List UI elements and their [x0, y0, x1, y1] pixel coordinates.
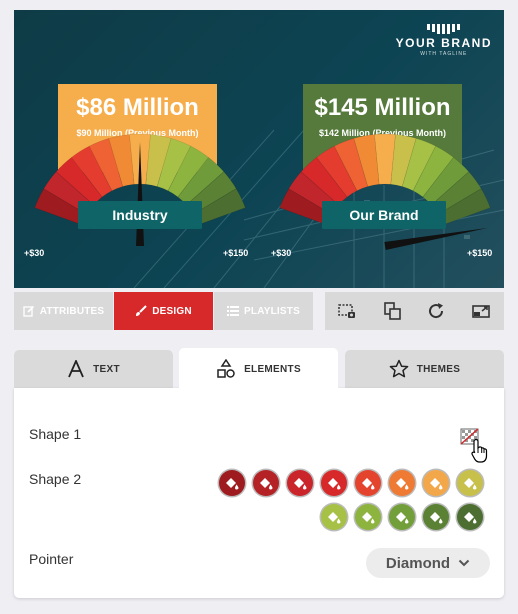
design-label: DESIGN	[152, 305, 192, 317]
paint-bucket-icon	[226, 478, 239, 490]
brand-min-label: +$30	[271, 248, 292, 258]
layers-icon[interactable]	[381, 300, 403, 322]
industry-headline: $86 Million	[76, 94, 199, 121]
gauge-segment	[412, 145, 454, 198]
brand-subline: $142 Million (Previous Month)	[318, 128, 446, 138]
color-swatch[interactable]	[457, 470, 483, 496]
paint-bucket-icon	[430, 478, 443, 490]
no-color-icon[interactable]	[460, 428, 480, 448]
edit-icon	[23, 305, 34, 317]
gauge-segment	[71, 145, 113, 198]
color-swatch[interactable]	[389, 504, 415, 530]
brand-logo: YOUR BRAND WITH TAGLINE	[396, 24, 492, 57]
elements-panel: Shape 1 Shape 2 Pointer Diamond	[14, 388, 504, 598]
resize-icon[interactable]	[470, 300, 492, 322]
canvas-tools	[325, 292, 504, 330]
pointer-dropdown-value: Diamond	[385, 554, 451, 572]
hand-cursor-icon	[471, 438, 488, 463]
pointer-label: Pointer	[29, 551, 74, 567]
gauge-segment	[374, 133, 396, 185]
playlists-label: PLAYLISTS	[244, 305, 300, 317]
chevron-down-icon	[458, 559, 470, 567]
gauge-segment	[108, 134, 135, 187]
color-swatch[interactable]	[389, 470, 415, 496]
gauge-segment	[316, 145, 358, 198]
gauge-segment	[333, 138, 369, 192]
gauge-segment	[145, 134, 172, 187]
brush-icon	[136, 305, 147, 316]
brand-headline: $145 Million	[314, 94, 451, 121]
color-swatch[interactable]	[423, 470, 449, 496]
color-swatch[interactable]	[219, 470, 245, 496]
text-icon	[68, 360, 84, 378]
shapes-icon	[217, 359, 235, 378]
color-swatch[interactable]	[423, 504, 449, 530]
gauge-segment	[353, 134, 380, 187]
attributes-button[interactable]: ATTRIBUTES	[14, 292, 113, 330]
brand-tagline: WITH TAGLINE	[420, 51, 468, 57]
paint-bucket-icon	[464, 512, 477, 524]
color-swatch[interactable]	[355, 504, 381, 530]
star-icon	[389, 359, 409, 378]
paint-bucket-icon	[396, 478, 409, 490]
paint-bucket-icon	[328, 512, 341, 524]
paint-bucket-icon	[464, 478, 477, 490]
brand-max-label: +$150	[467, 248, 493, 258]
shape1-label: Shape 1	[29, 426, 82, 442]
color-swatch[interactable]	[287, 470, 313, 496]
gauge-needle	[384, 227, 488, 250]
color-swatch[interactable]	[253, 470, 279, 496]
industry-min-label: +$30	[24, 248, 45, 258]
gauge-segment	[401, 138, 437, 192]
attributes-label: ATTRIBUTES	[39, 305, 105, 317]
brand-gauge	[279, 133, 491, 250]
brand-name: YOUR BRAND	[395, 36, 492, 50]
industry-subline: $90 Million (Previous Month)	[76, 128, 199, 138]
crop-screenshot-icon[interactable]	[336, 300, 358, 322]
paint-bucket-icon	[260, 478, 273, 490]
color-swatch[interactable]	[321, 504, 347, 530]
refresh-icon[interactable]	[425, 300, 447, 322]
tab-elements-label: ELEMENTS	[244, 363, 301, 375]
paint-bucket-icon	[294, 478, 307, 490]
banner-preview: YOUR BRAND WITH TAGLINE $86 Million $90 …	[14, 10, 504, 288]
design-button[interactable]: DESIGN	[114, 292, 213, 330]
tab-themes-label: THEMES	[416, 363, 461, 375]
shape2-color-swatches	[14, 388, 504, 538]
paint-bucket-icon	[396, 512, 409, 524]
gauge-segment	[156, 138, 192, 192]
color-swatch[interactable]	[457, 504, 483, 530]
industry-gauge-label: Industry	[78, 201, 202, 229]
brand-gauge-label: Our Brand	[322, 201, 446, 229]
pointer-dropdown[interactable]: Diamond	[366, 548, 490, 578]
paint-bucket-icon	[430, 512, 443, 524]
color-swatch[interactable]	[355, 470, 381, 496]
list-icon	[227, 306, 240, 316]
color-swatch[interactable]	[321, 470, 347, 496]
tab-text-label: TEXT	[93, 363, 120, 375]
tab-themes[interactable]: THEMES	[345, 350, 504, 388]
gauge-segment	[390, 134, 417, 187]
industry-gauge	[34, 133, 246, 246]
gauge-segment	[167, 145, 209, 198]
brand-bars-icon	[396, 24, 492, 34]
tab-text[interactable]: TEXT	[14, 350, 173, 388]
shape2-label: Shape 2	[29, 471, 82, 487]
paint-bucket-icon	[362, 478, 375, 490]
paint-bucket-icon	[362, 512, 375, 524]
gauge-segment	[88, 138, 124, 192]
industry-max-label: +$150	[223, 248, 249, 258]
paint-bucket-icon	[328, 478, 341, 490]
playlists-button[interactable]: PLAYLISTS	[214, 292, 313, 330]
tab-elements[interactable]: ELEMENTS	[179, 348, 338, 390]
